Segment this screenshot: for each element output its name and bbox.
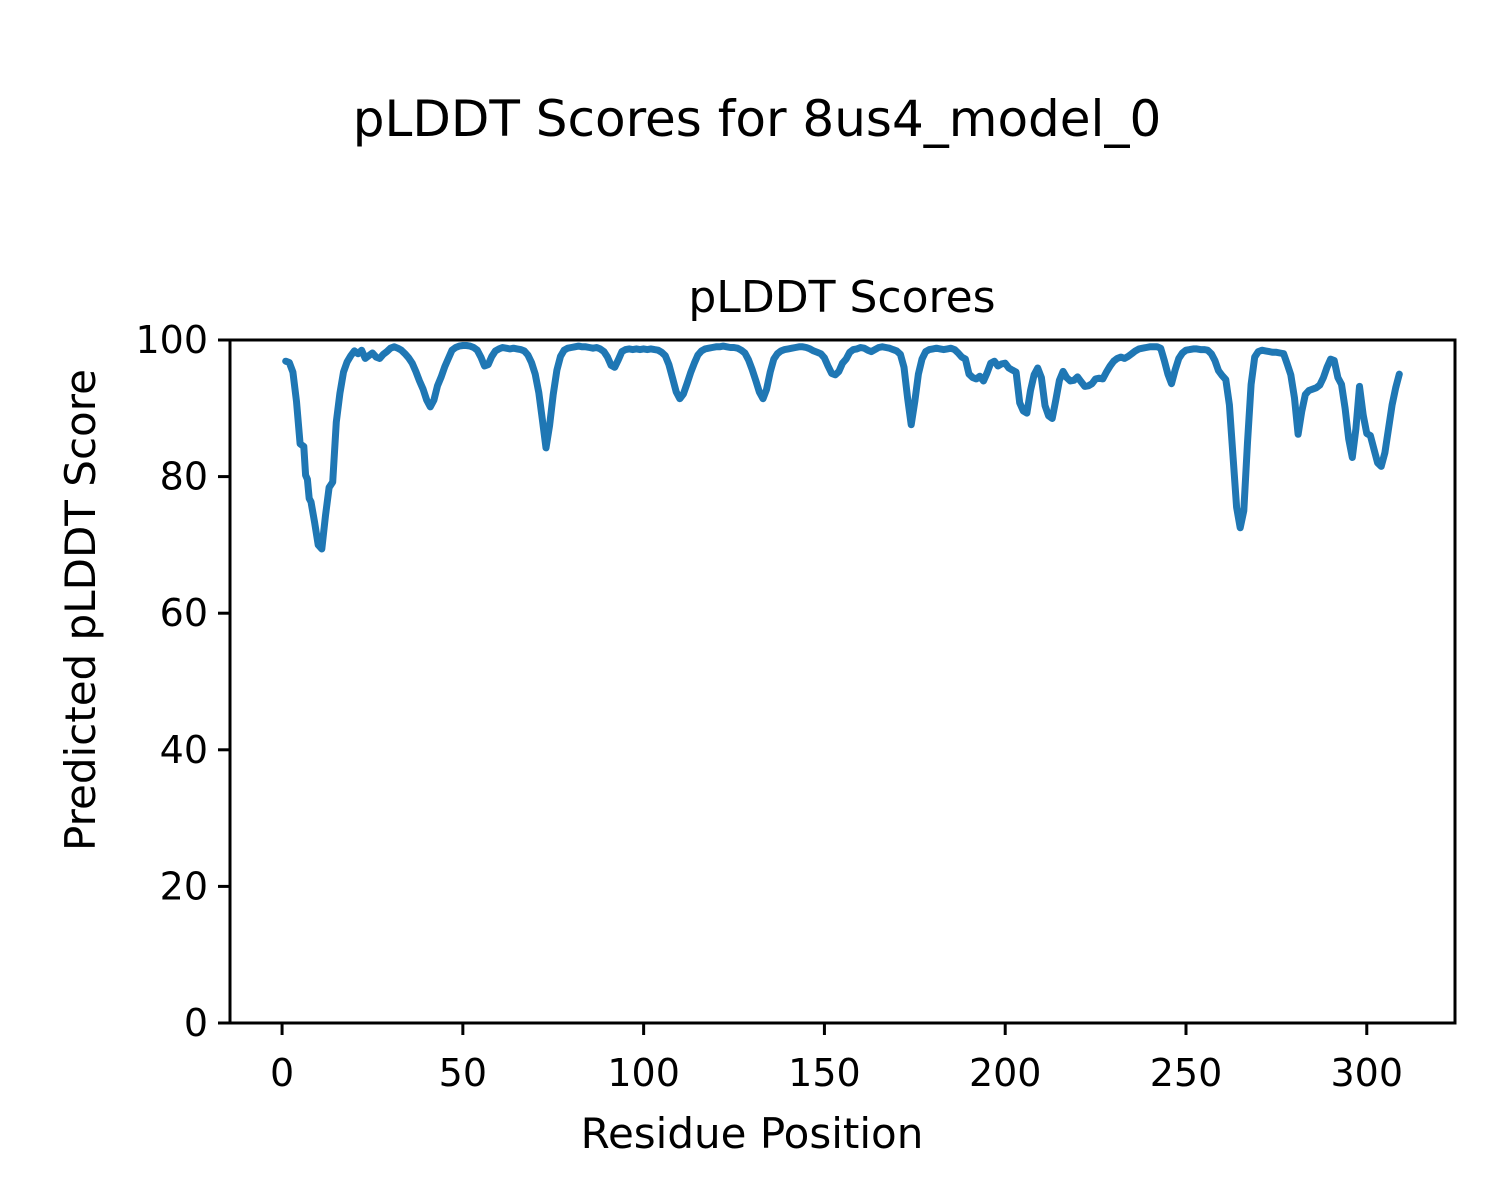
plddt-series-line <box>282 342 1403 553</box>
y-axis-label: Predicted pLDDT Score <box>56 369 105 851</box>
x-tick-label: 250 <box>1150 1051 1223 1095</box>
x-tick-label: 50 <box>439 1051 487 1095</box>
plot-area: 0 50 100 150 200 250 300 0 20 40 60 80 100 <box>135 318 1457 1095</box>
x-tick-label: 0 <box>270 1051 294 1095</box>
plot-spines <box>228 338 1457 1025</box>
y-tick-label: 40 <box>160 728 208 772</box>
y-tick-label: 20 <box>160 864 208 908</box>
x-axis-label: Residue Position <box>581 1109 924 1158</box>
y-tick-label: 60 <box>160 591 208 635</box>
axes-title: pLDDT Scores <box>688 272 995 323</box>
x-tick-label: 200 <box>969 1051 1042 1095</box>
figure-title: pLDDT Scores for 8us4_model_0 <box>353 90 1162 148</box>
y-tick-label: 0 <box>184 1001 208 1045</box>
x-tick-label: 100 <box>607 1051 680 1095</box>
x-tick-label: 150 <box>788 1051 861 1095</box>
y-tick-label: 100 <box>135 318 208 362</box>
y-tick-label: 80 <box>160 455 208 499</box>
x-tick-label: 300 <box>1331 1051 1404 1095</box>
